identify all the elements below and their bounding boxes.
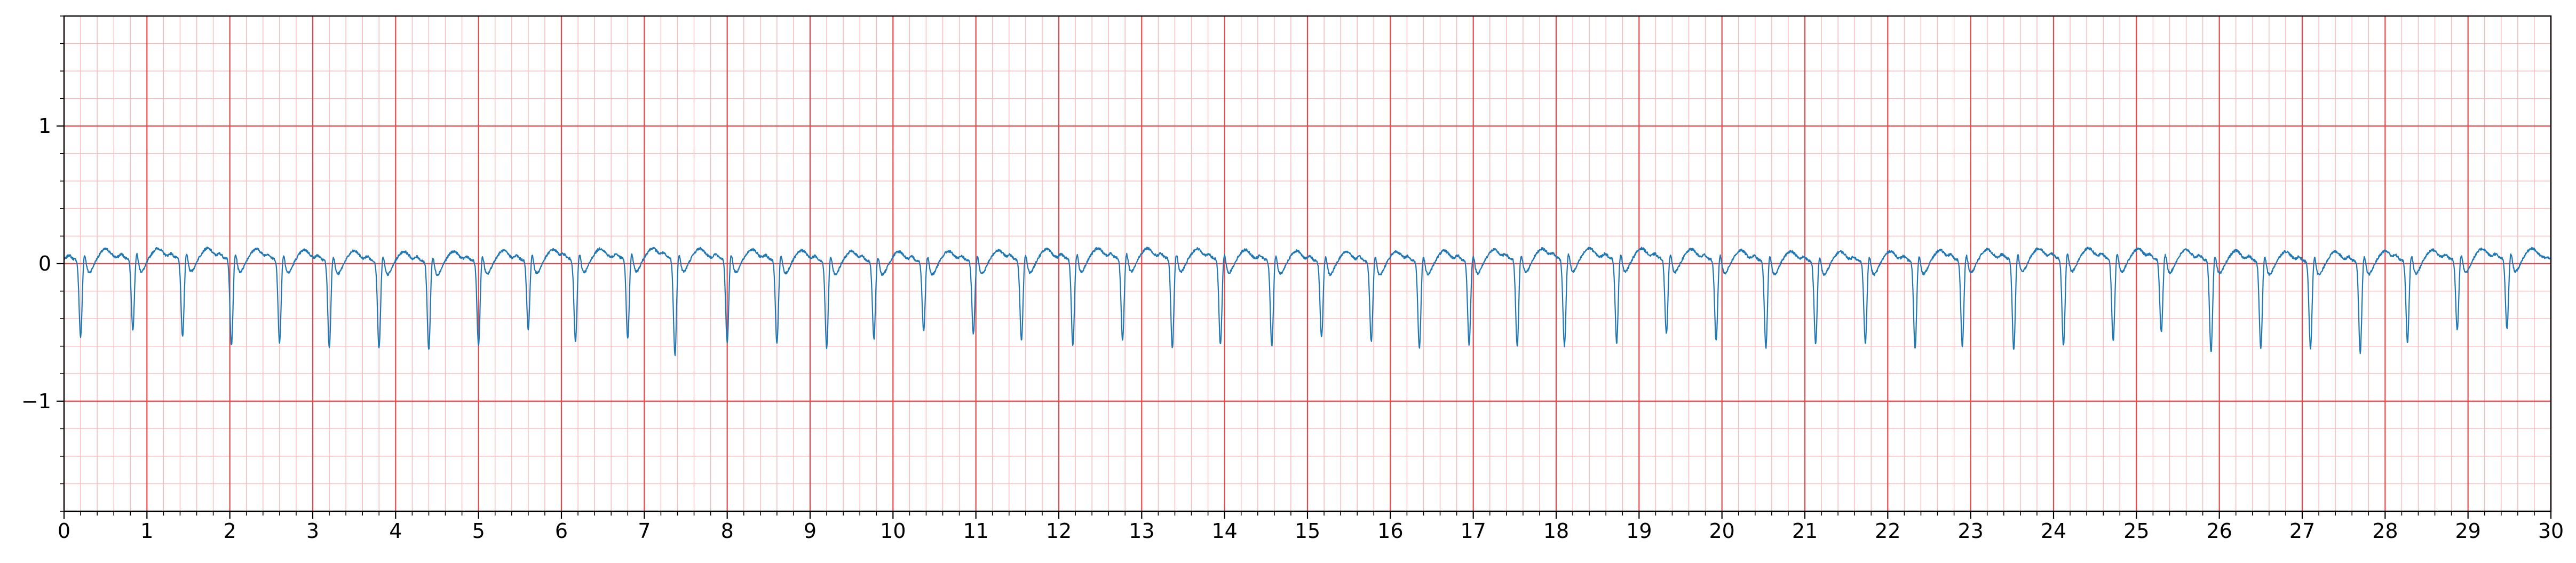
x-tick-label: 10 bbox=[880, 519, 906, 543]
x-tick-label: 20 bbox=[1709, 519, 1734, 543]
y-tick-label: −1 bbox=[21, 390, 51, 413]
x-tick-label: 14 bbox=[1211, 519, 1237, 543]
x-tick-label: 23 bbox=[1957, 519, 1983, 543]
y-tick-label: 1 bbox=[38, 114, 51, 138]
x-tick-label: 18 bbox=[1543, 519, 1569, 543]
x-tick-label: 22 bbox=[1875, 519, 1900, 543]
x-tick-label: 26 bbox=[2206, 519, 2232, 543]
x-tick-label: 30 bbox=[2538, 519, 2564, 543]
x-tick-label: 6 bbox=[555, 519, 568, 543]
x-tick-label: 8 bbox=[721, 519, 734, 543]
x-tick-label: 29 bbox=[2455, 519, 2480, 543]
x-tick-label: 1 bbox=[140, 519, 153, 543]
x-tick-label: 17 bbox=[1460, 519, 1486, 543]
x-tick-label: 16 bbox=[1377, 519, 1403, 543]
x-tick-label: 28 bbox=[2372, 519, 2398, 543]
x-tick-label: 9 bbox=[804, 519, 817, 543]
ecg-trace-line bbox=[64, 247, 2552, 356]
x-tick-label: 3 bbox=[306, 519, 319, 543]
x-tick-label: 4 bbox=[389, 519, 402, 543]
y-tick-label: 0 bbox=[38, 252, 51, 275]
x-axis: 0 1 2 3 4 5 6 7 8 9 10 11 12 13 14 15 16 17 18 19 20 21 22 23 24… bbox=[58, 511, 2564, 543]
x-tick-label: 13 bbox=[1129, 519, 1154, 543]
x-tick-label: 25 bbox=[2123, 519, 2149, 543]
major-grid bbox=[63, 16, 2552, 511]
x-tick-label: 19 bbox=[1626, 519, 1652, 543]
x-tick-label: 5 bbox=[472, 519, 485, 543]
x-tick-label: 0 bbox=[58, 519, 70, 543]
x-tick-label: 2 bbox=[224, 519, 236, 543]
x-tick-label: 7 bbox=[638, 519, 651, 543]
x-tick-label: 27 bbox=[2289, 519, 2315, 543]
x-tick-label: 21 bbox=[1792, 519, 1818, 543]
x-tick-label: 15 bbox=[1295, 519, 1320, 543]
x-tick-label: 11 bbox=[963, 519, 988, 543]
x-tick-label: 12 bbox=[1046, 519, 1072, 543]
y-axis: 1 0 −1 bbox=[21, 15, 64, 512]
x-tick-label: 24 bbox=[2041, 519, 2066, 543]
